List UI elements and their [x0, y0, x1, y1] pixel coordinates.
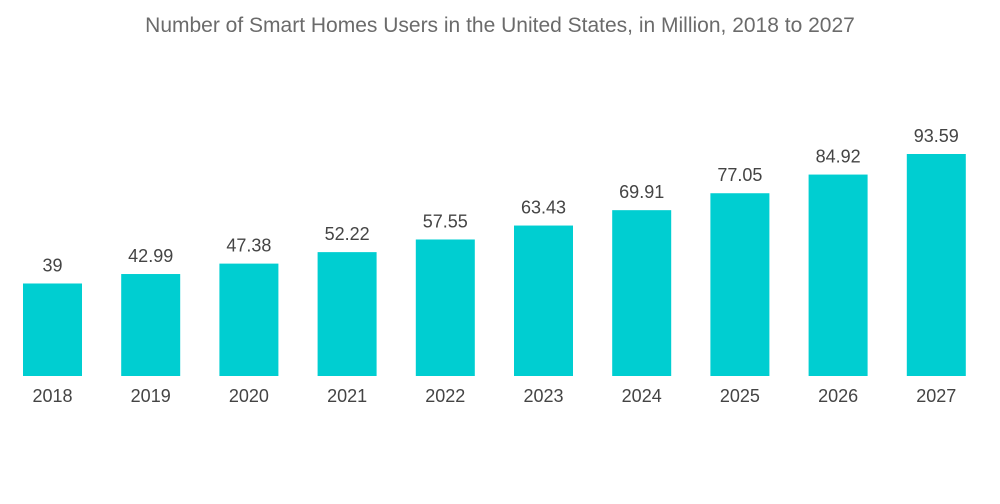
- data-label-2026: 84.92: [816, 147, 861, 167]
- data-label-2021: 52.22: [325, 224, 370, 244]
- x-tick-label-2020: 2020: [229, 386, 269, 406]
- x-tick-label-2022: 2022: [425, 386, 465, 406]
- bar-2019: [121, 274, 181, 376]
- bar-2026: [808, 174, 868, 376]
- x-tick-label-2023: 2023: [523, 386, 563, 406]
- bar-2027: [906, 154, 966, 376]
- data-label-2022: 57.55: [423, 211, 468, 231]
- data-label-2027: 93.59: [914, 126, 959, 146]
- x-tick-label-2024: 2024: [622, 386, 662, 406]
- bar-2024: [612, 210, 672, 376]
- bar-2018: [23, 283, 82, 376]
- bar-2022: [415, 239, 475, 376]
- x-tick-label-2018: 2018: [32, 386, 72, 406]
- bar-2025: [710, 193, 770, 376]
- data-label-2024: 69.91: [619, 182, 664, 202]
- x-tick-label-2019: 2019: [131, 386, 171, 406]
- x-tick-label-2021: 2021: [327, 386, 367, 406]
- data-label-2018: 39: [42, 255, 62, 275]
- data-label-2023: 63.43: [521, 198, 566, 218]
- data-label-2020: 47.38: [226, 236, 271, 256]
- bar-2023: [514, 225, 573, 376]
- x-tick-label-2027: 2027: [916, 386, 956, 406]
- x-tick-label-2026: 2026: [818, 386, 858, 406]
- bar-2021: [317, 252, 377, 376]
- data-label-2019: 42.99: [128, 246, 173, 266]
- bar-2020: [219, 263, 279, 376]
- x-tick-label-2025: 2025: [720, 386, 760, 406]
- data-label-2025: 77.05: [717, 165, 762, 185]
- chart-title: Number of Smart Homes Users in the Unite…: [145, 14, 855, 37]
